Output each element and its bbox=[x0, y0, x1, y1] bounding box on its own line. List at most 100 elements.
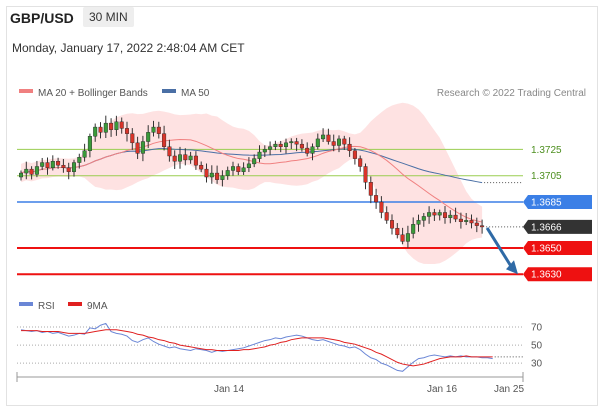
candle-body bbox=[56, 161, 60, 165]
candle-body bbox=[162, 134, 166, 147]
candle-body bbox=[152, 127, 156, 132]
candle-body bbox=[279, 144, 283, 147]
candle-body bbox=[19, 173, 23, 177]
candle-body bbox=[178, 155, 182, 162]
candle-body bbox=[390, 220, 394, 228]
credit-label: Research © 2022 Trading Central bbox=[437, 88, 586, 99]
candle-body bbox=[316, 139, 320, 147]
candle-body bbox=[369, 182, 373, 195]
candle-body bbox=[35, 166, 39, 174]
candle-body bbox=[327, 135, 331, 142]
candle-body bbox=[417, 220, 421, 224]
resistance-label: 1.3705 bbox=[531, 171, 562, 182]
price-label-text: 1.3666 bbox=[531, 222, 562, 233]
candle-body bbox=[146, 132, 150, 141]
candle-body bbox=[459, 219, 463, 222]
candle-body bbox=[411, 224, 415, 233]
x-tick-label: Jan 25 bbox=[494, 384, 524, 395]
candle-body bbox=[263, 149, 267, 152]
candle-body bbox=[136, 143, 140, 154]
candle-body bbox=[231, 166, 235, 170]
candle-body bbox=[99, 127, 103, 132]
candle-body bbox=[215, 173, 219, 180]
candle-body bbox=[401, 235, 405, 242]
rsi-tick-label: 30 bbox=[531, 359, 543, 370]
support-label-box: 1.3630 bbox=[523, 267, 592, 281]
candle-body bbox=[321, 135, 325, 139]
candle-body bbox=[268, 147, 272, 150]
pivot-label-text: 1.3685 bbox=[531, 197, 562, 208]
candle-body bbox=[438, 212, 442, 215]
rsi-ma-line bbox=[21, 330, 493, 366]
rsi-ma-legend-label: 9MA bbox=[87, 301, 108, 312]
candle-body bbox=[433, 212, 437, 215]
candle-body bbox=[109, 123, 113, 130]
candle-body bbox=[470, 220, 474, 223]
candle-body bbox=[464, 220, 468, 221]
candle-body bbox=[237, 166, 241, 171]
candle-body bbox=[305, 148, 309, 153]
candle-body bbox=[332, 142, 336, 146]
candle-body bbox=[62, 165, 66, 168]
candle-body bbox=[295, 142, 299, 145]
candle-body bbox=[115, 122, 119, 130]
candle-body bbox=[449, 215, 453, 218]
candle-body bbox=[358, 159, 362, 167]
candle-body bbox=[221, 176, 225, 180]
candle-body bbox=[78, 157, 82, 162]
candle-body bbox=[88, 136, 92, 150]
candle-body bbox=[120, 122, 124, 129]
candle-body bbox=[443, 212, 447, 217]
x-tick-label: Jan 16 bbox=[427, 384, 457, 395]
candle-body bbox=[194, 156, 198, 165]
candle-body bbox=[353, 151, 357, 159]
candle-body bbox=[290, 142, 294, 143]
support-label-text: 1.3630 bbox=[531, 270, 562, 281]
candle-body bbox=[157, 127, 161, 134]
candle-body bbox=[242, 168, 246, 172]
candle-body bbox=[72, 163, 76, 172]
ma20-legend-swatch bbox=[19, 89, 33, 93]
candle-body bbox=[454, 215, 458, 219]
candle-body bbox=[380, 202, 384, 213]
candle-body bbox=[205, 169, 209, 177]
candle-body bbox=[189, 156, 193, 160]
candle-body bbox=[30, 169, 34, 174]
candle-body bbox=[226, 170, 230, 175]
candle-body bbox=[337, 139, 341, 146]
x-tick-label: Jan 14 bbox=[214, 384, 244, 395]
rsi-panel: 70 50 30 bbox=[17, 323, 543, 372]
candle-body bbox=[46, 163, 50, 168]
candle-body bbox=[348, 144, 352, 151]
candle-body bbox=[67, 168, 71, 172]
candle-body bbox=[396, 228, 400, 235]
candle-body bbox=[210, 173, 214, 177]
candle-body bbox=[141, 142, 145, 154]
candle-body bbox=[475, 223, 479, 226]
pivot-label-box: 1.3685 bbox=[523, 195, 592, 209]
candle-body bbox=[258, 152, 262, 159]
candle-body bbox=[199, 165, 203, 169]
price-label-box: 1.3666 bbox=[523, 220, 592, 234]
support-label-box: 1.3650 bbox=[523, 241, 592, 255]
price-panel: 1.3725 1.3705 1.3685 1.3666 1.3650 1.3630 bbox=[17, 103, 592, 281]
candle-body bbox=[25, 169, 29, 173]
candle-body bbox=[385, 212, 389, 220]
candle-body bbox=[184, 155, 188, 160]
rsi-legend-label: RSI bbox=[38, 301, 55, 312]
candle-body bbox=[247, 164, 251, 168]
candle-body bbox=[131, 134, 135, 143]
resistance-label: 1.3725 bbox=[531, 145, 562, 156]
candle-body bbox=[422, 216, 426, 220]
candle-body bbox=[173, 156, 177, 161]
candle-body bbox=[427, 212, 431, 216]
candle-body bbox=[104, 123, 108, 132]
rsi-ma-legend-swatch bbox=[68, 302, 82, 306]
candle-body bbox=[274, 144, 278, 147]
candle-body bbox=[406, 234, 410, 242]
candle-body bbox=[93, 127, 97, 136]
candle-body bbox=[480, 226, 484, 227]
bollinger-band bbox=[21, 103, 482, 264]
candle-body bbox=[300, 144, 304, 148]
